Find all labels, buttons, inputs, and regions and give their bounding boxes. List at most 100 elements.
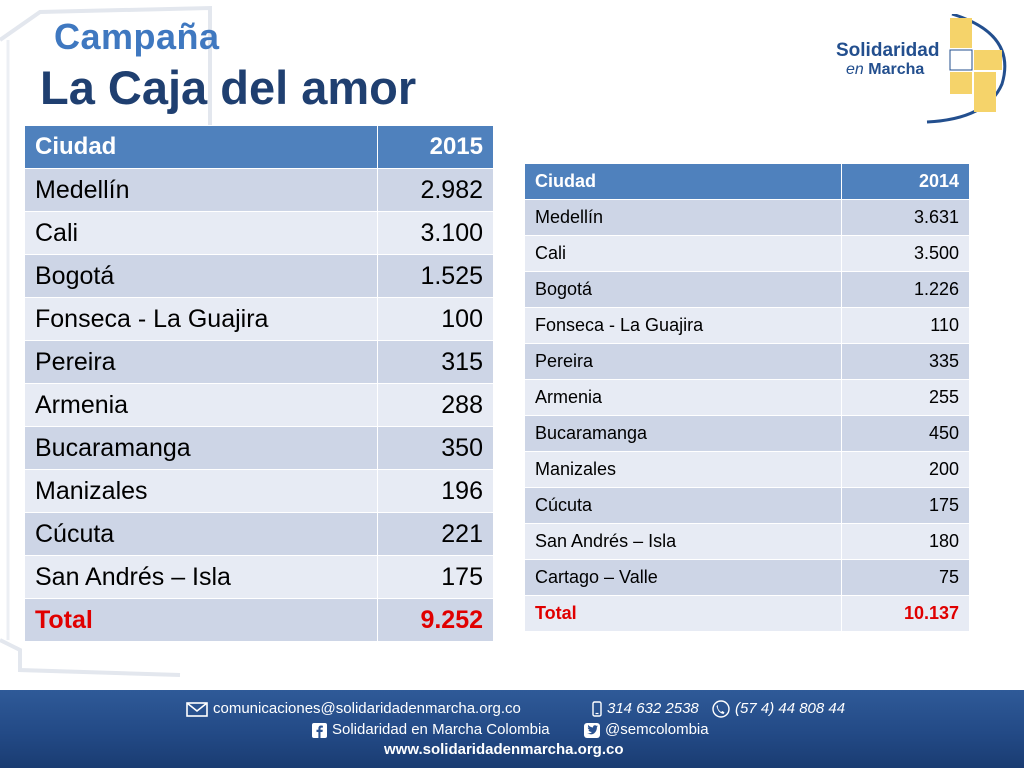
value-cell: 3.631 bbox=[841, 199, 970, 236]
column-header-ciudad: Ciudad bbox=[23, 125, 379, 169]
value-cell: 75 bbox=[841, 559, 970, 596]
value-cell: 3.500 bbox=[841, 235, 970, 272]
table-row: Pereira 315 bbox=[23, 340, 494, 384]
contact-footer: comunicaciones@solidaridadenmarcha.org.c… bbox=[0, 690, 1024, 768]
table-row: Armenia 288 bbox=[23, 383, 494, 427]
value-cell: 350 bbox=[377, 426, 494, 470]
footer-facebook[interactable]: Solidaridad en Marcha Colombia bbox=[312, 721, 550, 738]
city-cell: Manizales bbox=[523, 451, 843, 488]
table-row: Cúcuta 221 bbox=[23, 512, 494, 556]
logo-text-solidaridad: Solidaridad bbox=[836, 40, 940, 61]
total-value: 10.137 bbox=[841, 595, 970, 632]
value-cell: 180 bbox=[841, 523, 970, 560]
mobile-phone-text: 314 632 2538 bbox=[607, 700, 699, 717]
table-header-row: Ciudad 2015 bbox=[23, 125, 494, 169]
table-row: Cúcuta 175 bbox=[523, 487, 970, 524]
city-cell: Cali bbox=[523, 235, 843, 272]
table-row: Cali 3.100 bbox=[23, 211, 494, 255]
city-cell: Cúcuta bbox=[523, 487, 843, 524]
total-label: Total bbox=[23, 598, 379, 642]
footer-mobile-phone[interactable]: 314 632 2538 bbox=[592, 700, 699, 717]
footer-landline-phone[interactable]: (57 4) 44 808 44 bbox=[712, 700, 845, 718]
city-cell: San Andrés – Isla bbox=[523, 523, 843, 560]
value-cell: 288 bbox=[377, 383, 494, 427]
value-cell: 2.982 bbox=[377, 168, 494, 212]
column-header-ciudad: Ciudad bbox=[523, 163, 843, 200]
city-cell: Medellín bbox=[523, 199, 843, 236]
value-cell: 110 bbox=[841, 307, 970, 344]
city-cell: Fonseca - La Guajira bbox=[523, 307, 843, 344]
total-value: 9.252 bbox=[377, 598, 494, 642]
column-header-year: 2015 bbox=[377, 125, 494, 169]
table-row: Medellín 2.982 bbox=[23, 168, 494, 212]
value-cell: 200 bbox=[841, 451, 970, 488]
table-row: Bogotá 1.226 bbox=[523, 271, 970, 308]
value-cell: 196 bbox=[377, 469, 494, 513]
city-cell: Bucaramanga bbox=[523, 415, 843, 452]
table-row: Fonseca - La Guajira 110 bbox=[523, 307, 970, 344]
table-row: Armenia 255 bbox=[523, 379, 970, 416]
cross-logo-icon bbox=[926, 12, 1007, 124]
value-cell: 100 bbox=[377, 297, 494, 341]
solidaridad-logo: Solidaridad en Marcha bbox=[832, 12, 1012, 124]
value-cell: 221 bbox=[377, 512, 494, 556]
city-cell: Cali bbox=[23, 211, 379, 255]
city-cell: Cartago – Valle bbox=[523, 559, 843, 596]
footer-email[interactable]: comunicaciones@solidaridadenmarcha.org.c… bbox=[186, 700, 521, 717]
city-cell: Pereira bbox=[523, 343, 843, 380]
page-title: La Caja del amor bbox=[40, 61, 417, 114]
value-cell: 1.525 bbox=[377, 254, 494, 298]
facebook-text: Solidaridad en Marcha Colombia bbox=[332, 721, 550, 738]
city-cell: Pereira bbox=[23, 340, 379, 384]
table-header-row: Ciudad 2014 bbox=[523, 163, 970, 200]
column-header-year: 2014 bbox=[841, 163, 970, 200]
mobile-phone-icon bbox=[592, 701, 602, 717]
table-row: Manizales 196 bbox=[23, 469, 494, 513]
city-cell: San Andrés – Isla bbox=[23, 555, 379, 599]
table-2014: Ciudad 2014 Medellín 3.631 Cali 3.500 Bogo… bbox=[523, 163, 970, 632]
twitter-text: @semcolombia bbox=[605, 721, 709, 738]
footer-twitter[interactable]: @semcolombia bbox=[584, 721, 709, 738]
value-cell: 450 bbox=[841, 415, 970, 452]
table-row: Bucaramanga 350 bbox=[23, 426, 494, 470]
table-row: Manizales 200 bbox=[523, 451, 970, 488]
table-row: San Andrés – Isla 180 bbox=[523, 523, 970, 560]
logo-text-en-marcha: en Marcha bbox=[846, 61, 924, 79]
twitter-icon bbox=[584, 722, 600, 738]
city-cell: Bogotá bbox=[23, 254, 379, 298]
table-row: San Andrés – Isla 175 bbox=[23, 555, 494, 599]
total-row: Total 10.137 bbox=[523, 595, 970, 632]
value-cell: 315 bbox=[377, 340, 494, 384]
city-cell: Armenia bbox=[23, 383, 379, 427]
city-cell: Armenia bbox=[523, 379, 843, 416]
table-row: Fonseca - La Guajira 100 bbox=[23, 297, 494, 341]
city-cell: Fonseca - La Guajira bbox=[23, 297, 379, 341]
logo-text-marcha: Marcha bbox=[868, 61, 925, 78]
value-cell: 175 bbox=[841, 487, 970, 524]
campaign-subtitle: Campaña bbox=[54, 16, 220, 57]
value-cell: 1.226 bbox=[841, 271, 970, 308]
value-cell: 175 bbox=[377, 555, 494, 599]
table-row: Cali 3.500 bbox=[523, 235, 970, 272]
city-cell: Cúcuta bbox=[23, 512, 379, 556]
value-cell: 255 bbox=[841, 379, 970, 416]
table-row: Cartago – Valle 75 bbox=[523, 559, 970, 596]
table-row: Bucaramanga 450 bbox=[523, 415, 970, 452]
table-row: Bogotá 1.525 bbox=[23, 254, 494, 298]
landline-phone-text: (57 4) 44 808 44 bbox=[735, 700, 846, 717]
city-cell: Bucaramanga bbox=[23, 426, 379, 470]
value-cell: 3.100 bbox=[377, 211, 494, 255]
footer-website-link[interactable]: www.solidaridadenmarcha.org.co bbox=[384, 741, 624, 758]
phone-icon bbox=[712, 700, 730, 718]
facebook-icon bbox=[312, 722, 327, 738]
value-cell: 335 bbox=[841, 343, 970, 380]
table-row: Pereira 335 bbox=[523, 343, 970, 380]
table-row: Medellín 3.631 bbox=[523, 199, 970, 236]
city-cell: Medellín bbox=[23, 168, 379, 212]
envelope-icon bbox=[186, 701, 208, 717]
city-cell: Bogotá bbox=[523, 271, 843, 308]
email-text: comunicaciones@solidaridadenmarcha.org.c… bbox=[213, 700, 521, 717]
logo-text-en: en bbox=[846, 61, 864, 78]
city-cell: Manizales bbox=[23, 469, 379, 513]
total-label: Total bbox=[523, 595, 843, 632]
